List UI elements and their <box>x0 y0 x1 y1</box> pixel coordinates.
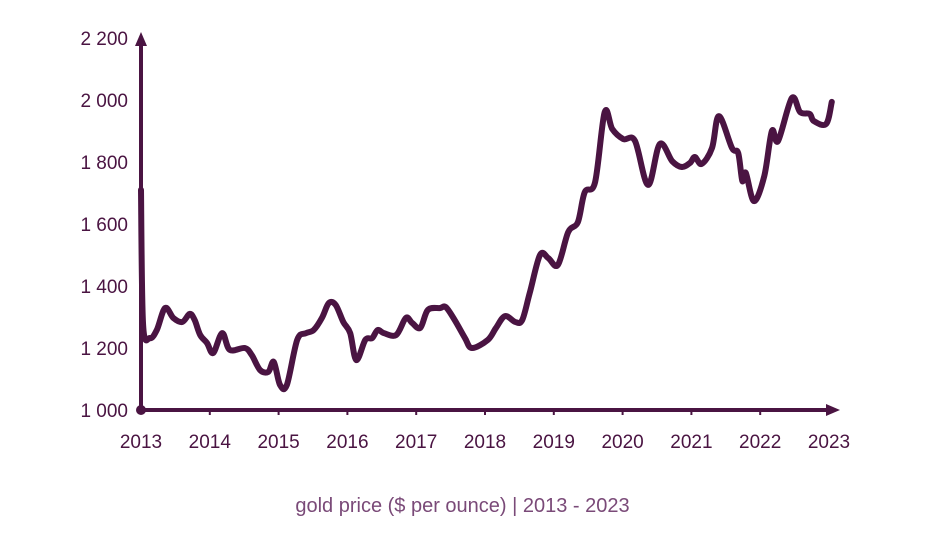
x-tick-label: 2017 <box>395 432 437 453</box>
y-tick-label: 1 000 <box>80 401 128 422</box>
x-tick-label: 2021 <box>670 432 712 453</box>
x-tick-label: 2015 <box>257 432 299 453</box>
axis-origin-dot <box>136 405 146 415</box>
y-tick-label: 1 600 <box>80 215 128 236</box>
x-tick-label: 2020 <box>601 432 643 453</box>
y-tick-label: 1 800 <box>80 153 128 174</box>
y-axis-arrow <box>135 32 147 46</box>
x-tick-label: 2014 <box>189 432 232 453</box>
x-tick-label: 2013 <box>120 432 162 453</box>
y-tick-label: 2 200 <box>80 29 128 50</box>
x-tick-label: 2023 <box>808 432 850 453</box>
x-tick-label: 2022 <box>739 432 781 453</box>
chart-caption: gold price ($ per ounce) | 2013 - 2023 <box>295 495 630 517</box>
x-tick-label: 2019 <box>533 432 575 453</box>
gold-price-series-line <box>138 94 835 393</box>
x-tick-label: 2018 <box>464 432 506 453</box>
y-tick-label: 2 000 <box>80 91 128 112</box>
y-tick-label: 1 400 <box>80 277 128 298</box>
x-tick-label: 2016 <box>326 432 368 453</box>
y-tick-label: 1 200 <box>80 339 128 360</box>
x-axis-arrow <box>826 404 840 416</box>
